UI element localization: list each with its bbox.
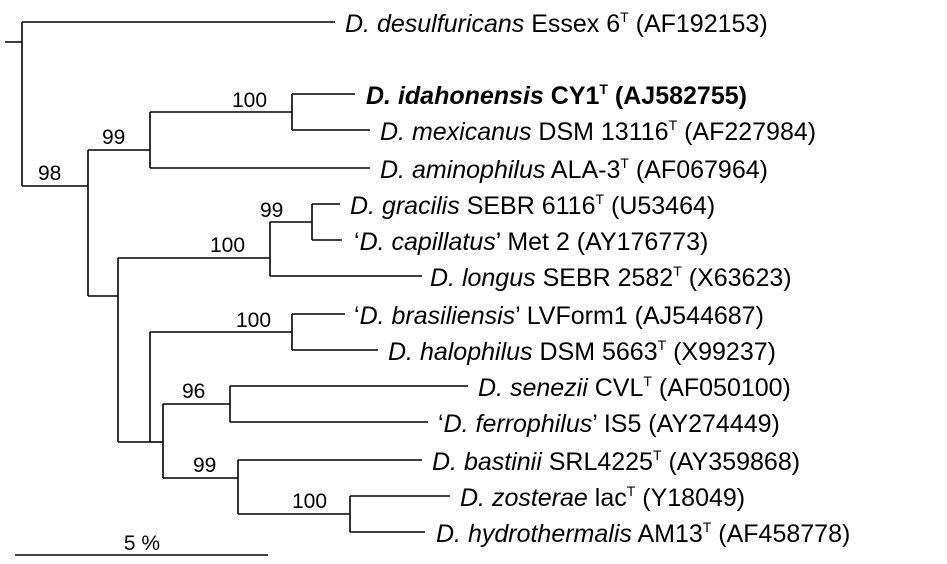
bootstrap-senezii-hydrothermalis: 99 (193, 454, 216, 477)
accession-number: (U53464) (604, 192, 715, 220)
quote-open: ‘ (354, 302, 360, 330)
type-strain-mark: T (673, 263, 682, 279)
taxon-label-mexicanus: D. mexicanus DSM 13116T (AF227984) (380, 117, 816, 146)
type-strain-mark: T (595, 191, 604, 207)
species-name: D. halophilus (388, 338, 533, 366)
scale-bar-label: 5 % (124, 532, 160, 555)
strain-name: DSM 13116 (531, 118, 668, 146)
taxon-label-brasiliensis: ‘D. brasiliensis’ LVForm1 (AJ544687) (354, 302, 764, 330)
accession-number: (X99237) (666, 338, 776, 366)
bootstrap-gracilis-longus: 100 (210, 234, 245, 257)
species-name: D. mexicanus (380, 118, 531, 146)
strain-name: CY1 (544, 82, 600, 110)
accession-number: (AY176773) (570, 228, 709, 256)
species-name: D. gracilis (350, 192, 460, 220)
quote-close: ’ (515, 302, 520, 330)
quote-close: ’ (496, 228, 501, 256)
strain-name: CVL (588, 374, 644, 402)
taxon-label-hydrothermalis: D. hydrothermalis AM13T (AF458778) (436, 519, 850, 548)
strain-name: AM13 (632, 520, 703, 548)
type-strain-mark: T (627, 483, 636, 499)
type-strain-mark: T (658, 337, 667, 353)
accession-number: (AJ544687) (628, 302, 764, 330)
strain-name: ALA-3 (545, 156, 620, 184)
species-name: D. zosterae (460, 484, 588, 512)
accession-number: (AF458778) (711, 520, 850, 548)
taxon-label-longus: D. longus SEBR 2582T (X63623) (430, 263, 792, 292)
bootstrap-zosterae-hydrothermalis: 100 (292, 490, 327, 513)
accession-number: (AF067964) (629, 156, 768, 184)
taxon-label-ferrophilus: ‘D. ferrophilus’ IS5 (AY274449) (438, 410, 780, 438)
species-name: D. senezii (478, 374, 589, 402)
quote-open: ‘ (354, 228, 360, 256)
type-strain-mark: T (669, 117, 678, 133)
strain-name: Essex 6 (524, 10, 620, 38)
taxon-label-capillatus: ‘D. capillatus’ Met 2 (AY176773) (354, 228, 708, 256)
accession-number: (AF227984) (677, 118, 816, 146)
type-strain-mark: T (703, 519, 712, 535)
species-name: D. desulfuricans (345, 10, 524, 38)
type-strain-mark: T (620, 9, 629, 25)
type-strain-mark: T (620, 155, 629, 171)
strain-name: IS5 (597, 410, 641, 438)
species-name: D. bastinii (432, 448, 543, 476)
strain-name: LVForm1 (520, 302, 628, 330)
quote-open: ‘ (438, 410, 444, 438)
species-name: D. idahonensis (366, 82, 544, 110)
species-name: D. aminophilus (380, 156, 545, 184)
type-strain-mark: T (653, 447, 662, 463)
bootstrap-brasiliensis-halophilus: 100 (236, 309, 271, 332)
accession-number: (AF050100) (652, 374, 791, 402)
type-strain-mark: T (643, 373, 652, 389)
accession-number: (AY274449) (641, 410, 780, 438)
accession-number: (Y18049) (635, 484, 745, 512)
bootstrap-idahonensis-mexicanus: 100 (232, 89, 267, 112)
quote-close: ’ (592, 410, 597, 438)
accession-number: (AY359868) (662, 448, 801, 476)
accession-number: (AJ582755) (608, 82, 747, 110)
taxon-label-senezii: D. senezii CVLT (AF050100) (478, 373, 791, 402)
species-name: D. capillatus (360, 228, 496, 256)
bootstrap-gracilis-capillatus: 99 (260, 199, 283, 222)
species-name: D. longus (430, 264, 536, 292)
strain-name: Met 2 (500, 228, 569, 256)
strain-name: lac (588, 484, 627, 512)
taxon-label-gracilis: D. gracilis SEBR 6116T (U53464) (350, 191, 715, 220)
strain-name: SEBR 6116 (460, 192, 596, 220)
strain-name: SRL4225 (542, 448, 653, 476)
strain-name: DSM 5663 (533, 338, 658, 366)
bootstrap-idahonensis-aminophilus: 99 (102, 126, 125, 149)
taxon-labels: D. desulfuricans Essex 6T (AF192153)D. i… (345, 9, 850, 548)
taxon-label-aminophilus: D. aminophilus ALA-3T (AF067964) (380, 155, 768, 184)
species-name: D. brasiliensis (360, 302, 516, 330)
taxon-label-desulfuricans: D. desulfuricans Essex 6T (AF192153) (345, 9, 768, 38)
species-name: D. hydrothermalis (436, 520, 632, 548)
taxon-label-idahonensis: D. idahonensis CY1T (AJ582755) (366, 81, 747, 110)
taxon-label-zosterae: D. zosterae lacT (Y18049) (460, 483, 745, 512)
taxon-label-halophilus: D. halophilus DSM 5663T (X99237) (388, 337, 776, 366)
strain-name: SEBR 2582 (536, 264, 674, 292)
accession-number: (AF192153) (629, 10, 768, 38)
accession-number: (X63623) (682, 264, 792, 292)
species-name: D. ferrophilus (444, 410, 593, 438)
bootstrap-senezii-ferrophilus: 96 (182, 380, 205, 403)
taxon-label-bastinii: D. bastinii SRL4225T (AY359868) (432, 447, 800, 476)
bootstrap-ingroup: 98 (38, 162, 61, 185)
type-strain-mark: T (599, 81, 608, 97)
